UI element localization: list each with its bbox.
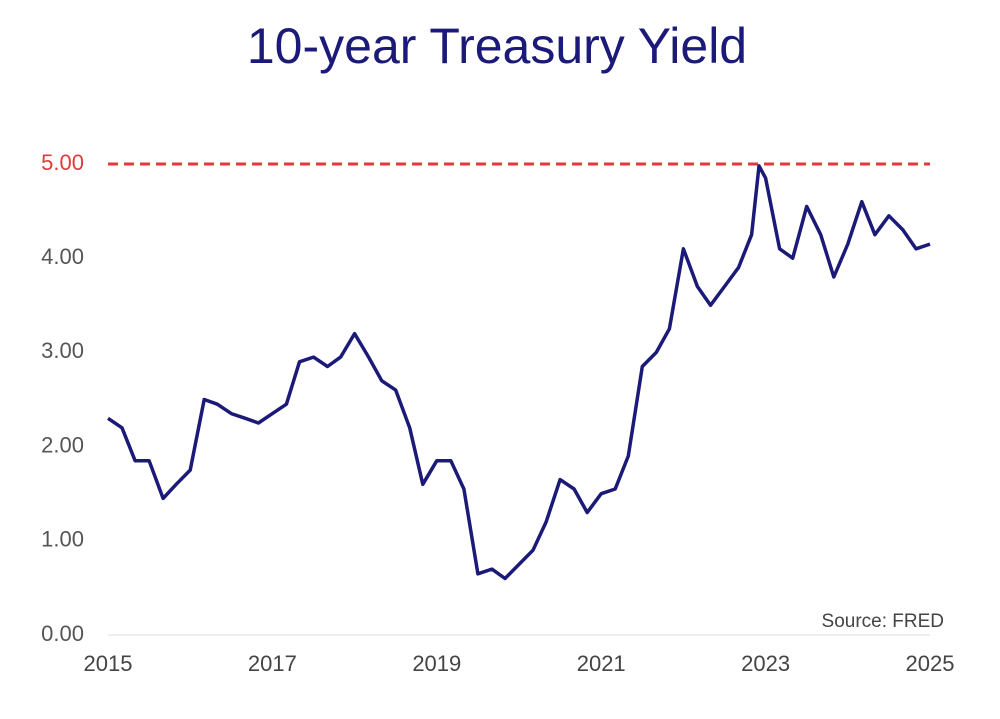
reference-label: 5.00 (41, 150, 84, 175)
y-tick-label: 0.00 (41, 621, 84, 646)
x-tick-label: 2025 (906, 651, 955, 676)
x-tick-label: 2015 (84, 651, 133, 676)
source-note: Source: FRED (822, 611, 944, 632)
y-tick-label: 4.00 (41, 244, 84, 269)
line-series (107, 164, 931, 581)
x-tick-label: 2021 (577, 651, 626, 676)
chart-title: 10-year Treasury Yield (247, 18, 747, 74)
y-tick-label: 1.00 (41, 527, 84, 552)
y-tick-label: 2.00 (41, 432, 84, 457)
x-tick-label: 2017 (248, 651, 297, 676)
x-tick-label: 2019 (412, 651, 461, 676)
y-tick-label: 3.00 (41, 338, 84, 363)
x-tick-label: 2023 (741, 651, 790, 676)
